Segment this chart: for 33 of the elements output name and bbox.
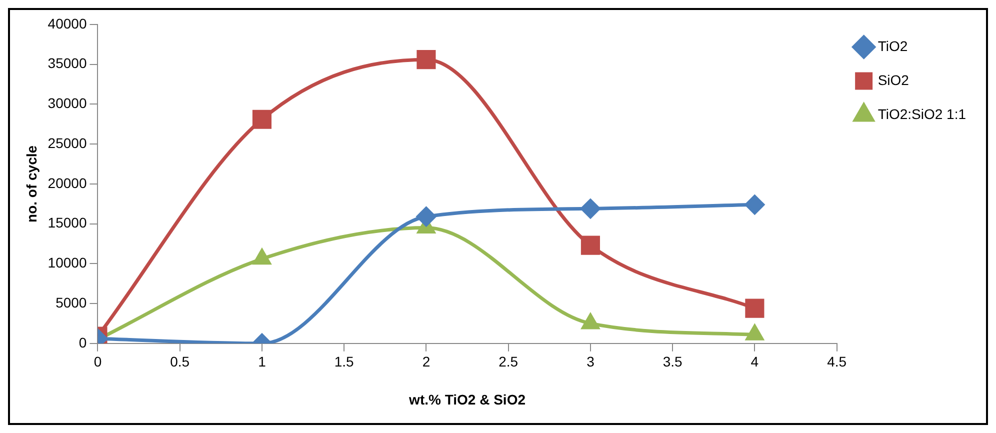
y-tick-label: 10000 [48, 254, 87, 271]
legend-label: SiO2 [878, 72, 910, 88]
point [580, 198, 600, 218]
x-tick-label: 3 [586, 354, 595, 370]
x-tick-label: 0.5 [170, 354, 190, 370]
x-tick-label: 1 [258, 354, 266, 370]
point [582, 314, 600, 330]
x-tick-label: 0 [94, 354, 102, 370]
y-tick-label: 25000 [48, 134, 87, 151]
legend-label: TiO2:SiO2 1:1 [878, 106, 966, 122]
x-tick-label: 3.5 [662, 354, 683, 370]
point [416, 206, 436, 226]
point [416, 50, 436, 70]
x-tick-label: 2 [422, 354, 430, 370]
x-axis-title: wt.% TiO2 & SiO2 [408, 391, 526, 408]
y-tick-label: 40000 [48, 15, 87, 32]
y-tick-label: 20000 [48, 174, 87, 191]
x-tick-label: 4 [750, 354, 759, 370]
y-tick-label: 5000 [56, 294, 87, 310]
y-tick-label: 35000 [48, 55, 87, 72]
x-tick-label: 4.5 [827, 354, 847, 370]
point [252, 110, 272, 129]
y-tick-label: 0 [78, 334, 87, 350]
point [744, 194, 764, 214]
y-axis-title: no. of cycle [23, 145, 40, 222]
point [580, 236, 600, 255]
x-tick-label: 2.5 [498, 354, 518, 370]
point [746, 324, 764, 340]
point [253, 249, 271, 265]
x-tick-label: 1.5 [334, 354, 354, 370]
y-tick-label: 15000 [48, 214, 87, 231]
legend-label: TiO2 [878, 38, 908, 54]
y-tick-label: 30000 [48, 95, 87, 112]
